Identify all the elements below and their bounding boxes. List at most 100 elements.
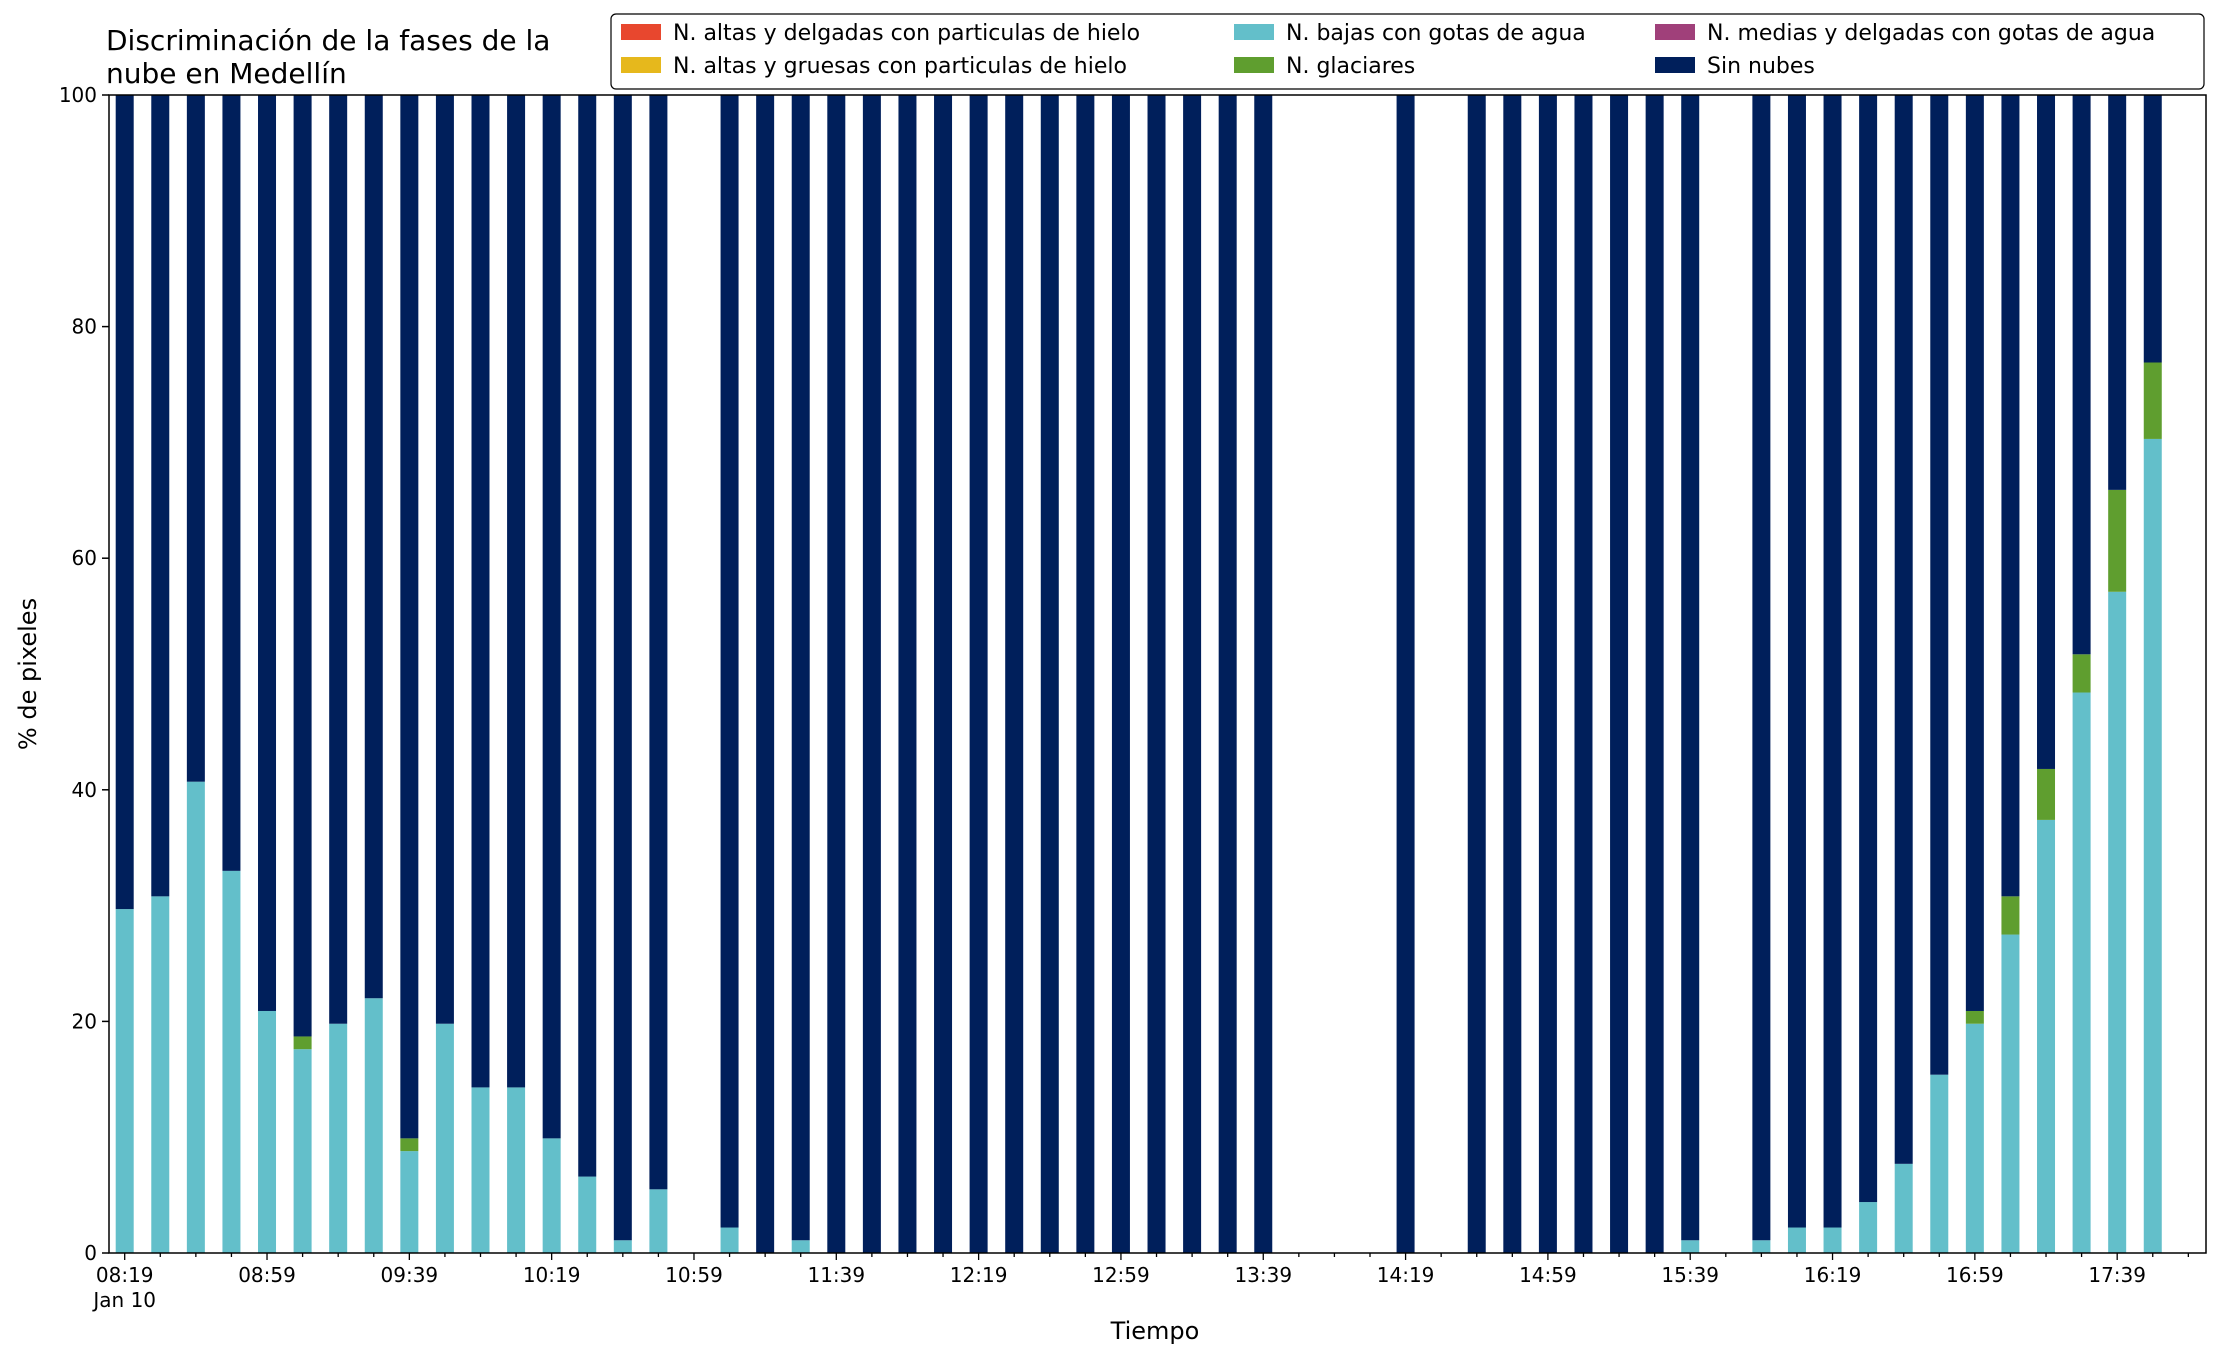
x-tick-label-11:39: 11:39 <box>807 1263 865 1287</box>
bar-11:39-series-5 <box>827 95 846 1253</box>
bar-08:59-series-5 <box>258 95 277 1011</box>
x-tick-label-14:19: 14:19 <box>1377 1263 1435 1287</box>
bar-12:59-series-5 <box>1111 95 1130 1253</box>
bar-09:39-series-5 <box>400 95 419 1139</box>
bar-16:49-series-5 <box>1930 95 1949 1075</box>
bar-10:19-series-2 <box>542 1138 561 1253</box>
bar-17:19-series-2 <box>2037 819 2056 1253</box>
x-date-label: Jan 10 <box>91 1288 156 1312</box>
legend-label-4: N. medias y delgadas con gotas de agua <box>1707 21 2155 46</box>
bar-11:29-series-2 <box>791 1240 810 1253</box>
bar-11:19-series-5 <box>756 95 775 1253</box>
bar-17:49-series-3 <box>2143 362 2162 439</box>
bar-11:09-series-5 <box>720 95 739 1228</box>
bar-17:09-series-5 <box>2001 95 2020 897</box>
bar-10:09-series-5 <box>507 95 526 1088</box>
x-tick-label-15:39: 15:39 <box>1661 1263 1719 1287</box>
bar-09:19-series-5 <box>329 95 348 1024</box>
bar-15:39-series-5 <box>1681 95 1700 1241</box>
chart-title-line-1: Discriminación de la fases de la <box>106 24 550 57</box>
bar-08:59-series-2 <box>258 1010 277 1253</box>
bar-14:59-series-5 <box>1538 95 1557 1253</box>
bar-10:39-series-2 <box>613 1240 632 1253</box>
legend-label-0: N. altas y delgadas con particulas de hi… <box>673 21 1140 46</box>
x-tick-label-08:19: 08:19 <box>96 1263 154 1287</box>
bar-17:09-series-3 <box>2001 896 2020 935</box>
y-tick-label-60: 60 <box>72 546 97 570</box>
y-axis: 0 20 40 60 80 100 <box>59 83 109 1265</box>
bar-16:59-series-5 <box>1965 95 1984 1011</box>
bar-10:29-series-5 <box>578 95 597 1177</box>
y-tick-label-40: 40 <box>72 778 97 802</box>
bar-10:49-series-5 <box>649 95 668 1190</box>
legend-label-2: N. bajas con gotas de agua <box>1286 21 1586 46</box>
y-tick-label-100: 100 <box>59 83 97 107</box>
y-tick-label-20: 20 <box>72 1009 97 1033</box>
bar-13:39-series-5 <box>1254 95 1273 1253</box>
bar-15:59-series-2 <box>1752 1240 1771 1253</box>
bar-16:29-series-5 <box>1859 95 1878 1203</box>
bar-08:39-series-5 <box>186 95 205 782</box>
bar-13:09-series-5 <box>1147 95 1166 1253</box>
y-tick-label-80: 80 <box>72 315 97 339</box>
bar-08:49-series-5 <box>222 95 241 871</box>
x-tick-label-13:39: 13:39 <box>1234 1263 1292 1287</box>
x-axis: 08:19 08:59 09:39 10:19 10:59 11:39 12:19 12:59… <box>91 1253 2189 1312</box>
bar-16:59-series-2 <box>1965 1023 1984 1253</box>
bar-08:19-series-2 <box>115 909 134 1253</box>
bar-12:09-series-5 <box>934 95 953 1253</box>
bar-13:19-series-5 <box>1183 95 1202 1253</box>
plot-frame <box>108 94 2207 1254</box>
bar-11:59-series-5 <box>898 95 917 1253</box>
bar-17:39-series-2 <box>2108 591 2127 1253</box>
legend-swatch-2 <box>1234 24 1274 40</box>
x-tick-label-14:59: 14:59 <box>1519 1263 1577 1287</box>
bar-09:39-series-3 <box>400 1138 419 1152</box>
bar-15:59-series-5 <box>1752 95 1771 1241</box>
x-tick-label-12:59: 12:59 <box>1092 1263 1150 1287</box>
legend: N. altas y delgadas con particulas de hi… <box>610 13 2205 90</box>
x-tick-label-17:39: 17:39 <box>2088 1263 2146 1287</box>
bar-08:29-series-2 <box>151 896 170 1253</box>
bar-17:09-series-2 <box>2001 934 2020 1253</box>
y-tick-label-0: 0 <box>84 1241 97 1265</box>
bar-11:29-series-5 <box>791 95 810 1241</box>
bar-16:19-series-2 <box>1823 1227 1842 1253</box>
bar-12:29-series-5 <box>1005 95 1024 1253</box>
x-tick-label-10:59: 10:59 <box>665 1263 723 1287</box>
legend-label-1: N. altas y gruesas con particulas de hie… <box>673 54 1127 79</box>
bar-10:19-series-5 <box>542 95 561 1139</box>
bar-09:09-series-5 <box>293 95 312 1037</box>
x-tick-label-16:59: 16:59 <box>1946 1263 2004 1287</box>
bar-16:39-series-5 <box>1894 95 1913 1164</box>
bar-09:49-series-5 <box>435 95 454 1024</box>
bar-09:09-series-2 <box>293 1049 312 1253</box>
chart-title-line-2: nube en Medellín <box>106 57 347 90</box>
bar-17:49-series-5 <box>2143 95 2162 363</box>
bar-15:39-series-2 <box>1681 1240 1700 1253</box>
bar-09:29-series-2 <box>364 998 383 1253</box>
bar-08:19-series-5 <box>115 95 134 910</box>
y-axis-label: % de pixeles <box>14 598 42 750</box>
legend-swatch-3 <box>1234 57 1274 73</box>
bar-12:19-series-5 <box>969 95 988 1253</box>
legend-label-3: N. glaciares <box>1286 54 1415 79</box>
bar-08:29-series-5 <box>151 95 170 897</box>
bar-14:19-series-5 <box>1396 95 1415 1253</box>
x-tick-label-16:19: 16:19 <box>1804 1263 1862 1287</box>
x-tick-label-08:59: 08:59 <box>238 1263 296 1287</box>
bar-09:09-series-3 <box>293 1036 312 1050</box>
bar-12:39-series-5 <box>1040 95 1059 1253</box>
bar-14:49-series-5 <box>1503 95 1522 1253</box>
bar-10:49-series-2 <box>649 1189 668 1253</box>
legend-label-5: Sin nubes <box>1707 54 1815 79</box>
bar-13:29-series-5 <box>1218 95 1237 1253</box>
bar-09:59-series-2 <box>471 1087 490 1253</box>
bar-10:39-series-5 <box>613 95 632 1241</box>
x-tick-label-10:19: 10:19 <box>523 1263 581 1287</box>
bar-17:49-series-2 <box>2143 438 2162 1253</box>
legend-frame <box>610 13 2205 90</box>
x-tick-label-09:39: 09:39 <box>381 1263 439 1287</box>
